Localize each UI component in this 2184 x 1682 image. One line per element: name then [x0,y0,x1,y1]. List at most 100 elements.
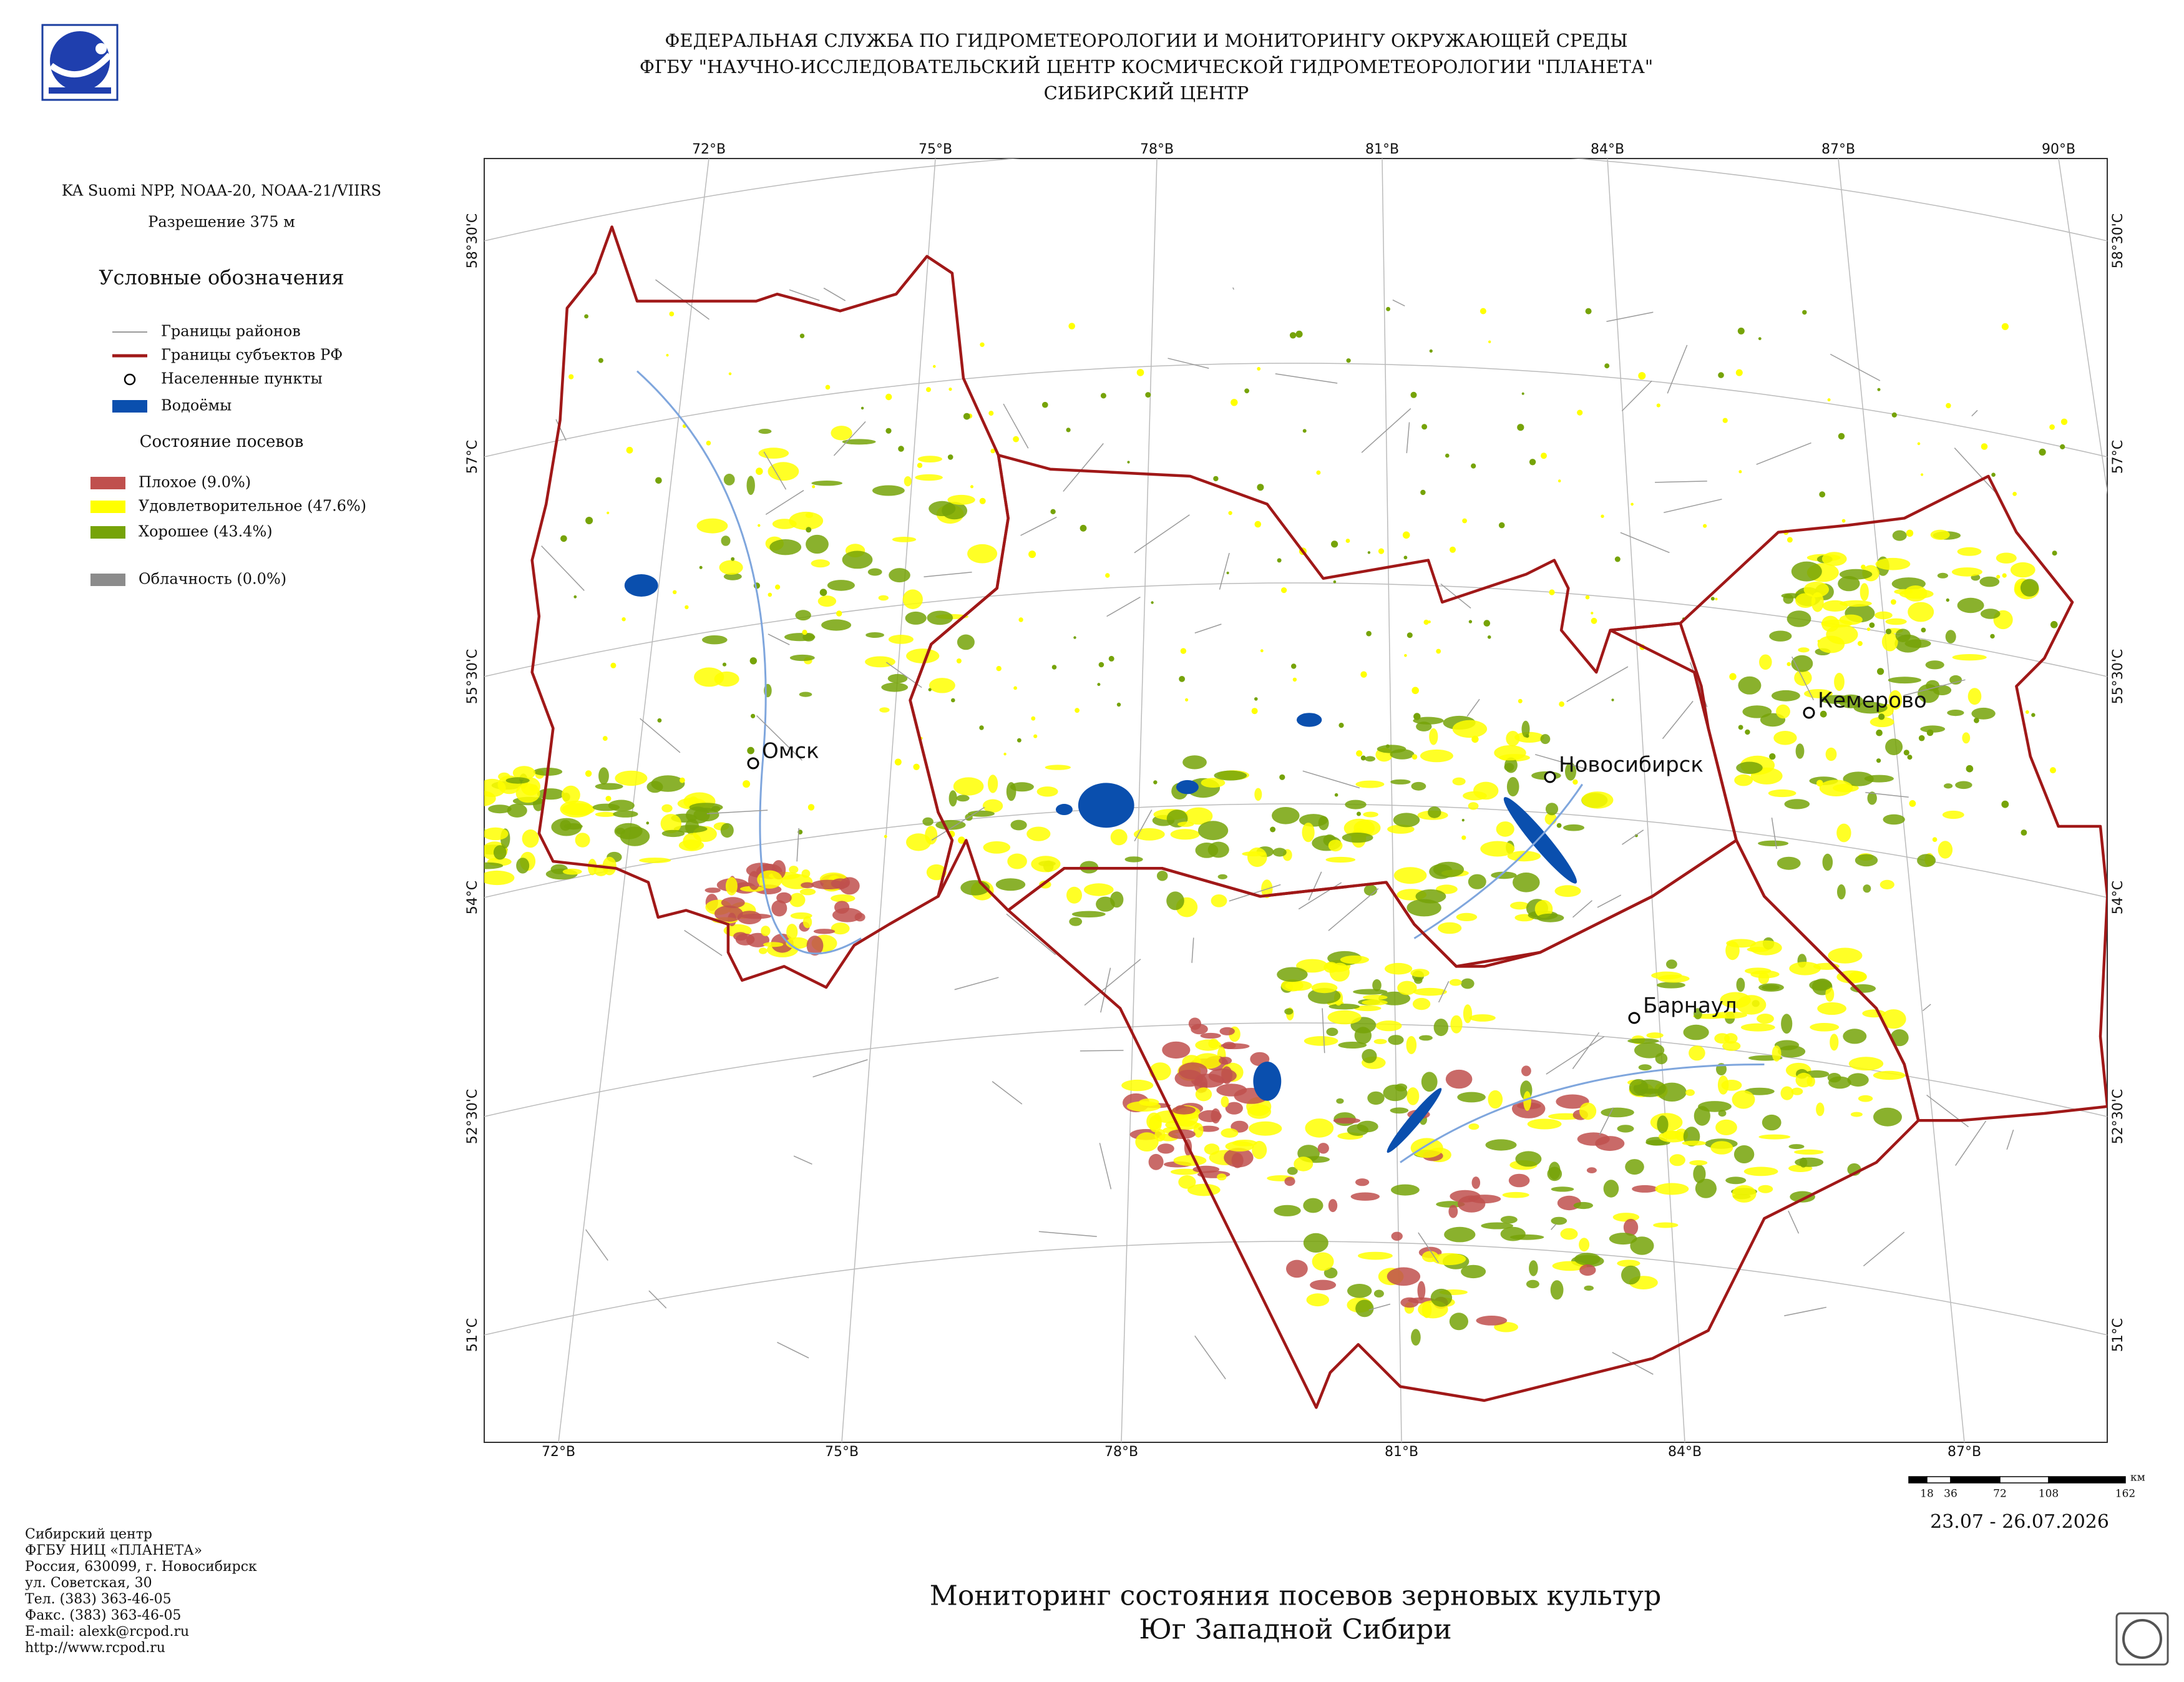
district-border [1080,1050,1124,1052]
graticule [484,363,2107,457]
crop-patch [1825,987,1835,1002]
crop-patch [1170,1168,1199,1175]
crop-patch [406,816,423,833]
legend-swatch [90,574,125,586]
crop-patch [1837,884,1846,900]
crop-speck [951,698,955,703]
crop-patch [1468,1123,1480,1130]
crop-speck [1745,729,1750,735]
graticule [1382,159,1402,1442]
crop-patch [1488,1090,1503,1109]
crop-patch [771,934,794,953]
crop-patch [1879,879,1894,889]
crop-speck [1488,340,1491,343]
crop-speck [1291,663,1297,669]
crop-patch [1333,1117,1361,1124]
crop-speck [1487,635,1491,639]
crop-speck [2031,713,2035,717]
district-border [1546,1036,1605,1075]
footer-line: http://www.rcpod.ru [25,1640,165,1656]
crop-patch [1888,690,1903,710]
crop-patch [1573,1201,1593,1210]
crop-patch [1625,1159,1644,1175]
crop-speck [1254,521,1262,528]
crop-patch [1632,1185,1658,1193]
crop-patch [1771,690,1800,702]
crop-speck [1715,597,1718,600]
lat-label: 54°С [465,881,480,914]
crop-patch [1305,1118,1334,1138]
crop-patch [1521,720,1530,738]
crop-patch [1084,883,1114,896]
crop-speck [1891,412,1897,418]
crop-patch [1450,1190,1481,1203]
lon-label: 75°В [919,142,952,157]
crop-patch [1110,891,1124,908]
crop-patch [1920,725,1946,733]
crop-patch [1825,747,1837,761]
crop-patch [817,595,837,607]
crop-speck [1316,470,1321,475]
crop-speck [1251,708,1258,715]
crop-patch [1200,1032,1221,1039]
district-border [1621,380,1652,412]
crop-patch [1247,1104,1271,1119]
iso-logo [2115,1612,2169,1666]
crop-patch [1071,911,1106,918]
water-body [1387,1088,1442,1153]
district-border [1620,532,1670,554]
crop-patch [789,866,799,874]
crop-patch [1397,980,1417,995]
crop-speck [1289,332,1297,339]
crop-patch [562,868,582,875]
crop-patch [562,803,595,816]
crop-speck [626,446,633,454]
crop-patch [614,823,643,839]
crop-speck [1402,531,1410,539]
crop-patch [1353,1005,1382,1012]
crop-patch [1759,654,1772,670]
crop-patch [1201,778,1226,788]
resolution: Разрешение 375 м [148,213,295,231]
crop-patch [1855,854,1878,867]
crop-speck [585,770,592,777]
water-body [1176,780,1199,795]
crop-patch [1838,575,1860,592]
crop-patch [878,595,889,601]
district-border [954,977,999,990]
district-border [1194,1335,1226,1379]
crop-speck [1878,713,1885,720]
crop-patch [1874,611,1893,620]
crop-patch [881,682,909,692]
crop-speck [1334,793,1338,797]
crop-speck [1068,323,1075,330]
crop-speck [1614,556,1621,562]
crop-speck [1385,744,1390,748]
crop-patch [1733,1145,1755,1163]
crop-patch [948,790,957,807]
crop-patch [1452,777,1466,786]
crop-patch [1449,979,1462,986]
crop-patch [1817,635,1845,653]
crop-patch [1306,1293,1330,1307]
crop-speck [1907,755,1913,760]
district-border [1194,623,1222,633]
crop-patch [615,770,648,786]
crop-speck [1108,655,1114,662]
crop-patch [1858,1095,1873,1102]
crop-speck [1869,622,1875,628]
crop-patch [1010,819,1027,831]
crop-patch [1917,854,1936,868]
crop-speck [1073,636,1076,639]
crop-speck [1891,599,1896,605]
district-border [1099,1143,1112,1190]
crop-patch [702,635,728,645]
crop-speck [1737,327,1745,335]
crop-speck [1468,620,1473,623]
crop-patch [1373,1289,1384,1298]
district-border [1662,700,1694,740]
district-border [1466,698,1480,717]
crop-patch [1393,867,1427,884]
crop-patch [1904,639,1931,648]
crop-patch [1284,1008,1294,1015]
